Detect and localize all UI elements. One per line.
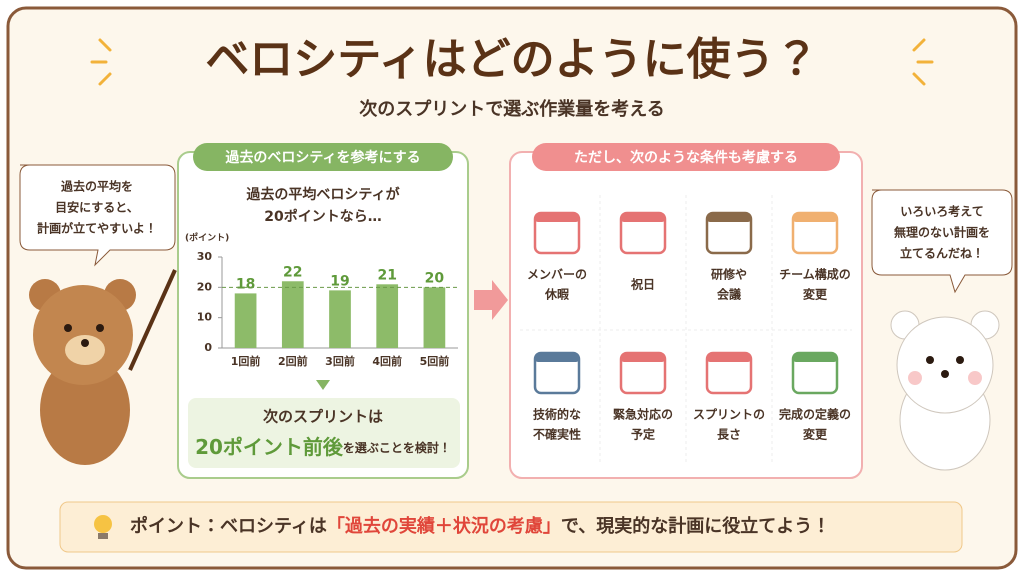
item-label: 研修や	[711, 267, 747, 282]
brown-bear	[29, 269, 177, 465]
value-label: 20	[425, 270, 445, 286]
right-bubble	[871, 189, 1013, 294]
bar-chart: 0 10 20 30 18 1回前 22 2回前 19 3回前 21 4回前 20 5回前	[197, 250, 458, 368]
item-label: 会議	[717, 287, 741, 302]
bubble-text: いろいろ考えて	[900, 204, 983, 219]
left-bubble	[19, 164, 176, 267]
item-icon-band	[793, 353, 837, 362]
y-tick-label: 30	[197, 250, 213, 263]
item-label: 完成の定義の	[778, 407, 851, 422]
right-header-pill	[532, 143, 840, 171]
x-tick-label: 2回前	[278, 354, 308, 368]
conclusion-box	[188, 398, 460, 468]
bar	[423, 287, 446, 348]
lead: 過去の平均ベロシティが	[246, 186, 400, 203]
title: ベロシティはどのように使う？	[205, 34, 818, 85]
sparkles	[90, 38, 934, 86]
item-icon-band	[707, 353, 751, 362]
right-header: ただし、次のような条件も考慮する	[574, 149, 798, 166]
footer: ポイント：ベロシティは「過去の実績＋状況の考慮」で、現実的な計画に役立てよう！	[130, 515, 830, 537]
left-header: 過去のベロシティを参考にする	[225, 149, 420, 166]
item-label: 変更	[803, 287, 828, 302]
y-tick-label: 20	[197, 280, 213, 293]
item-label: 変更	[803, 427, 828, 442]
conclusion: 20ポイント前後を選ぶことを検討！	[195, 435, 451, 459]
item-label: スプリントの	[693, 407, 765, 422]
conclusion-rest: を選ぶことを検討！	[343, 440, 451, 455]
conclusion-highlight: 20ポイント前後	[195, 435, 344, 459]
left-header-pill	[193, 143, 453, 171]
bubble-text: 計画が立てやすいよ！	[37, 221, 157, 236]
subtitle: 次のスプリントで選ぶ作業量を考える	[359, 98, 664, 120]
item-label: 休暇	[544, 287, 569, 302]
conditions: メンバーの休暇祝日研修や会議チーム構成の変更技術的な不確実性緊急対応の予定スプリ…	[527, 211, 851, 442]
value-label: 21	[377, 267, 396, 283]
y-tick-label: 10	[197, 311, 213, 324]
lead: 20ポイントなら…	[264, 208, 381, 225]
x-tick-label: 1回前	[231, 354, 261, 368]
item-dividers	[520, 195, 852, 465]
bubble-text: 目安にすると、	[55, 200, 139, 215]
down-arrow	[316, 380, 330, 390]
item-icon-band	[793, 213, 837, 222]
value-label: 19	[330, 273, 349, 289]
y-tick-label: 0	[204, 341, 212, 354]
white-bear	[890, 310, 1000, 471]
item-label: チーム構成の	[779, 267, 851, 282]
item-icon-band	[535, 353, 579, 362]
footer-emphasis: 「過去の実績＋状況の考慮」	[327, 515, 561, 537]
bar	[281, 281, 304, 348]
footer-lead: ポイント：ベロシティは	[130, 515, 327, 537]
bar	[329, 290, 351, 348]
arrow	[474, 280, 508, 320]
value-label: 22	[283, 264, 302, 280]
item-label: 不確実性	[533, 427, 581, 442]
item-label: 予定	[631, 427, 655, 442]
bar	[376, 284, 399, 348]
bubble-text: 過去の平均を	[61, 179, 133, 194]
item-icon-band	[621, 213, 665, 222]
y-axis-label: (ポイント)	[185, 232, 229, 244]
item-label: 技術的な	[533, 407, 581, 422]
footer-box	[59, 501, 963, 553]
x-tick-label: 5回前	[420, 354, 450, 368]
item-icon-band	[707, 213, 751, 222]
x-tick-label: 3回前	[325, 354, 355, 368]
item-label: 祝日	[630, 277, 655, 292]
bubble-text: 無理のない計画を	[894, 225, 990, 240]
item-icon-band	[621, 353, 665, 362]
bulb-icon	[94, 515, 112, 533]
item-label: 長さ	[717, 427, 741, 442]
x-tick-label: 4回前	[372, 354, 402, 368]
value-label: 18	[236, 276, 255, 292]
item-label: 緊急対応の	[613, 407, 673, 422]
bubble-text: 立てるんだね！	[900, 246, 984, 261]
item-label: メンバーの	[527, 268, 587, 282]
bulb-base	[98, 533, 108, 539]
conclusion-line: 次のスプリントは	[263, 408, 383, 426]
bar	[234, 293, 257, 348]
footer-tail: で、現実的な計画に役立てよう！	[561, 515, 830, 537]
item-icon-band	[535, 213, 579, 222]
